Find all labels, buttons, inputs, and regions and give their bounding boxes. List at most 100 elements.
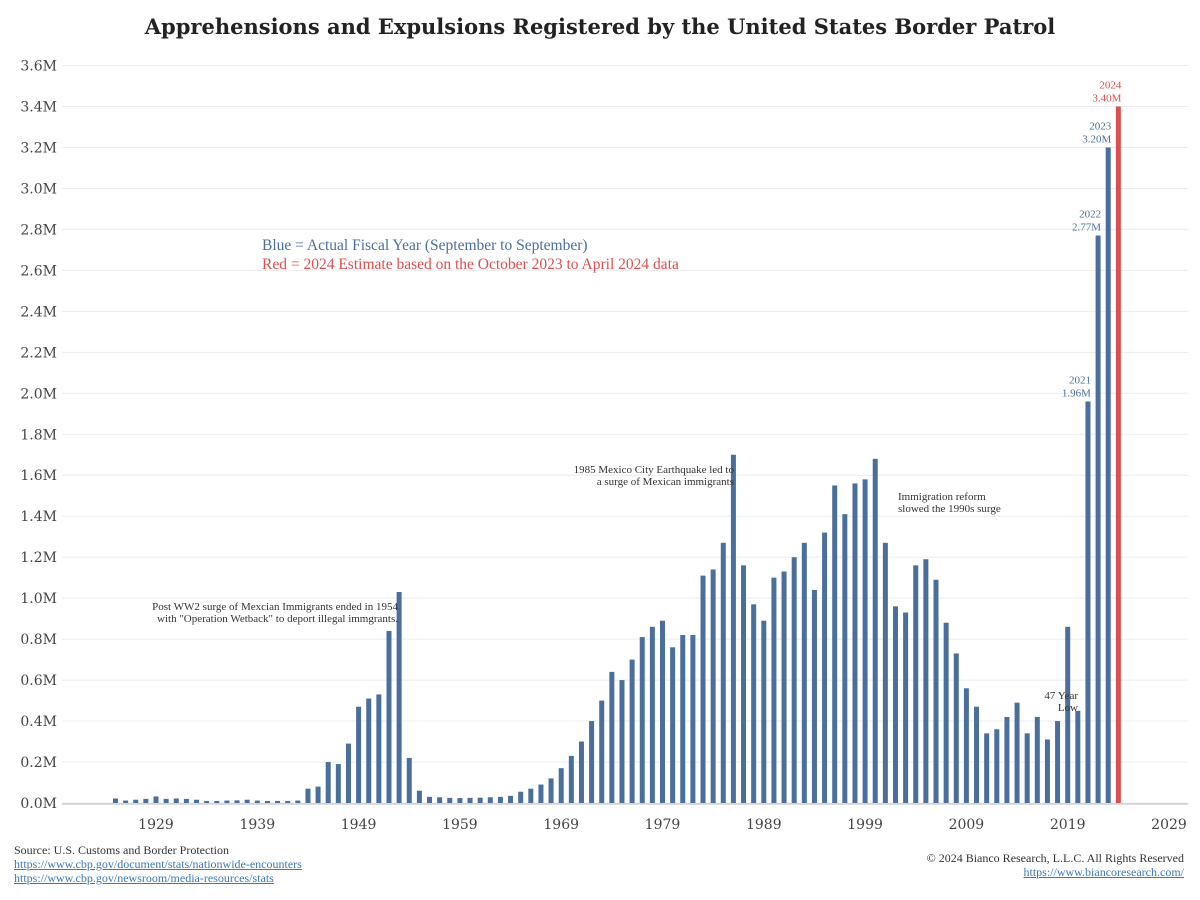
x-tick-label: 1949 [341, 817, 377, 833]
bar [913, 565, 919, 803]
source-text: Source: U.S. Customs and Border Protecti… [14, 843, 229, 857]
bar [528, 788, 534, 803]
y-tick-label: 2.0M [20, 386, 57, 402]
bar [1044, 739, 1050, 803]
bar [862, 479, 868, 803]
bar [356, 706, 362, 803]
bar [224, 800, 230, 803]
data-label-value: 3.20M [1082, 133, 1111, 145]
bar [376, 694, 382, 803]
data-label-year: 2022 [1079, 209, 1101, 221]
bar [619, 680, 625, 803]
bar [578, 741, 584, 803]
bar [771, 577, 777, 803]
y-tick-label: 1.8M [20, 427, 57, 443]
y-tick-label: 1.0M [20, 591, 57, 607]
bar [1034, 716, 1040, 803]
bar [629, 659, 635, 803]
bar [285, 800, 291, 803]
bar [882, 542, 888, 803]
bar [447, 797, 453, 803]
y-tick-label: 2.6M [20, 263, 57, 279]
gridlines [62, 65, 1188, 805]
bar [730, 454, 736, 803]
bar [963, 688, 969, 803]
bar [335, 764, 341, 803]
bar [427, 796, 433, 803]
legend: Blue = Actual Fiscal Year (September to … [262, 236, 679, 274]
bar [508, 795, 514, 803]
annotation-line: Post WW2 surge of Mexcian Immigrants end… [152, 601, 398, 613]
bar [660, 620, 665, 803]
y-tick-label: 2.8M [20, 222, 57, 238]
annotation-line: 47 Year [1044, 690, 1078, 702]
bar [457, 798, 463, 803]
bar [599, 700, 605, 803]
x-tick-label: 1959 [442, 817, 478, 833]
bar [953, 653, 959, 803]
bar [558, 768, 564, 803]
bar [943, 622, 949, 803]
bar [497, 796, 503, 803]
site-link[interactable]: https://www.biancoresearch.com/ [1023, 865, 1184, 879]
bar [112, 798, 118, 803]
bar [649, 626, 655, 803]
x-tick-label: 1939 [239, 817, 275, 833]
bar [467, 797, 473, 803]
bar [700, 575, 706, 803]
bar [416, 790, 422, 803]
source-footer: Source: U.S. Customs and Border Protecti… [14, 843, 302, 885]
source-link-media[interactable]: https://www.cbp.gov/newsroom/media-resou… [14, 871, 274, 885]
x-axis-ticks: 1929 1939 1949 1959 1969 1979 1989 1999 2009 2019… [138, 817, 1187, 833]
bar [892, 606, 898, 803]
bar [1095, 235, 1101, 804]
bar [123, 800, 129, 803]
bar [254, 800, 260, 803]
y-axis-ticks: 0.0M 0.2M 0.4M 0.6M 0.8M 1.0M 1.2M 1.4M 1.6M 1.8M… [20, 59, 57, 812]
x-tick-label: 1999 [847, 817, 883, 833]
bar [923, 559, 929, 803]
bar [295, 800, 301, 803]
bar [994, 729, 1000, 803]
annotation-line: a surge of Mexican immigrants [597, 476, 734, 488]
bar [437, 797, 443, 803]
annotation-line: slowed the 1990s surge [898, 503, 1001, 515]
x-tick-label: 1969 [543, 817, 579, 833]
annotations: Post WW2 surge of Mexcian Immigrants end… [152, 464, 1078, 714]
data-label-value: 1.96M [1062, 387, 1091, 399]
bar [386, 630, 392, 803]
data-label-value: 3.40M [1092, 93, 1121, 105]
bar [741, 565, 747, 803]
bar [275, 800, 281, 803]
bar [872, 458, 878, 803]
bar [781, 571, 787, 803]
y-tick-label: 3.6M [20, 59, 57, 75]
bar [305, 788, 311, 803]
bar [832, 485, 838, 803]
bar [751, 604, 757, 803]
bar [1014, 702, 1020, 803]
copyright-text: © 2024 Bianco Research, L.L.C. All Right… [926, 851, 1184, 865]
bar [183, 798, 189, 803]
y-tick-label: 2.2M [20, 345, 57, 361]
bar [153, 796, 159, 803]
bar [1004, 716, 1010, 803]
x-tick-label: 2009 [949, 817, 985, 833]
x-tick-label: 1989 [746, 817, 782, 833]
data-label-year: 2023 [1089, 120, 1112, 132]
legend-blue-text: Blue = Actual Fiscal Year (September to … [262, 237, 588, 254]
bar [852, 483, 858, 803]
bars [112, 106, 1121, 804]
bar [710, 569, 716, 803]
bar [822, 532, 828, 803]
bar [194, 799, 200, 803]
bar [1105, 147, 1111, 804]
bar [133, 799, 139, 803]
y-tick-label: 0.4M [20, 714, 57, 730]
bar [974, 706, 980, 803]
source-link-encounters[interactable]: https://www.cbp.gov/document/stats/natio… [14, 857, 302, 871]
bar [163, 798, 169, 803]
bar [204, 800, 210, 803]
